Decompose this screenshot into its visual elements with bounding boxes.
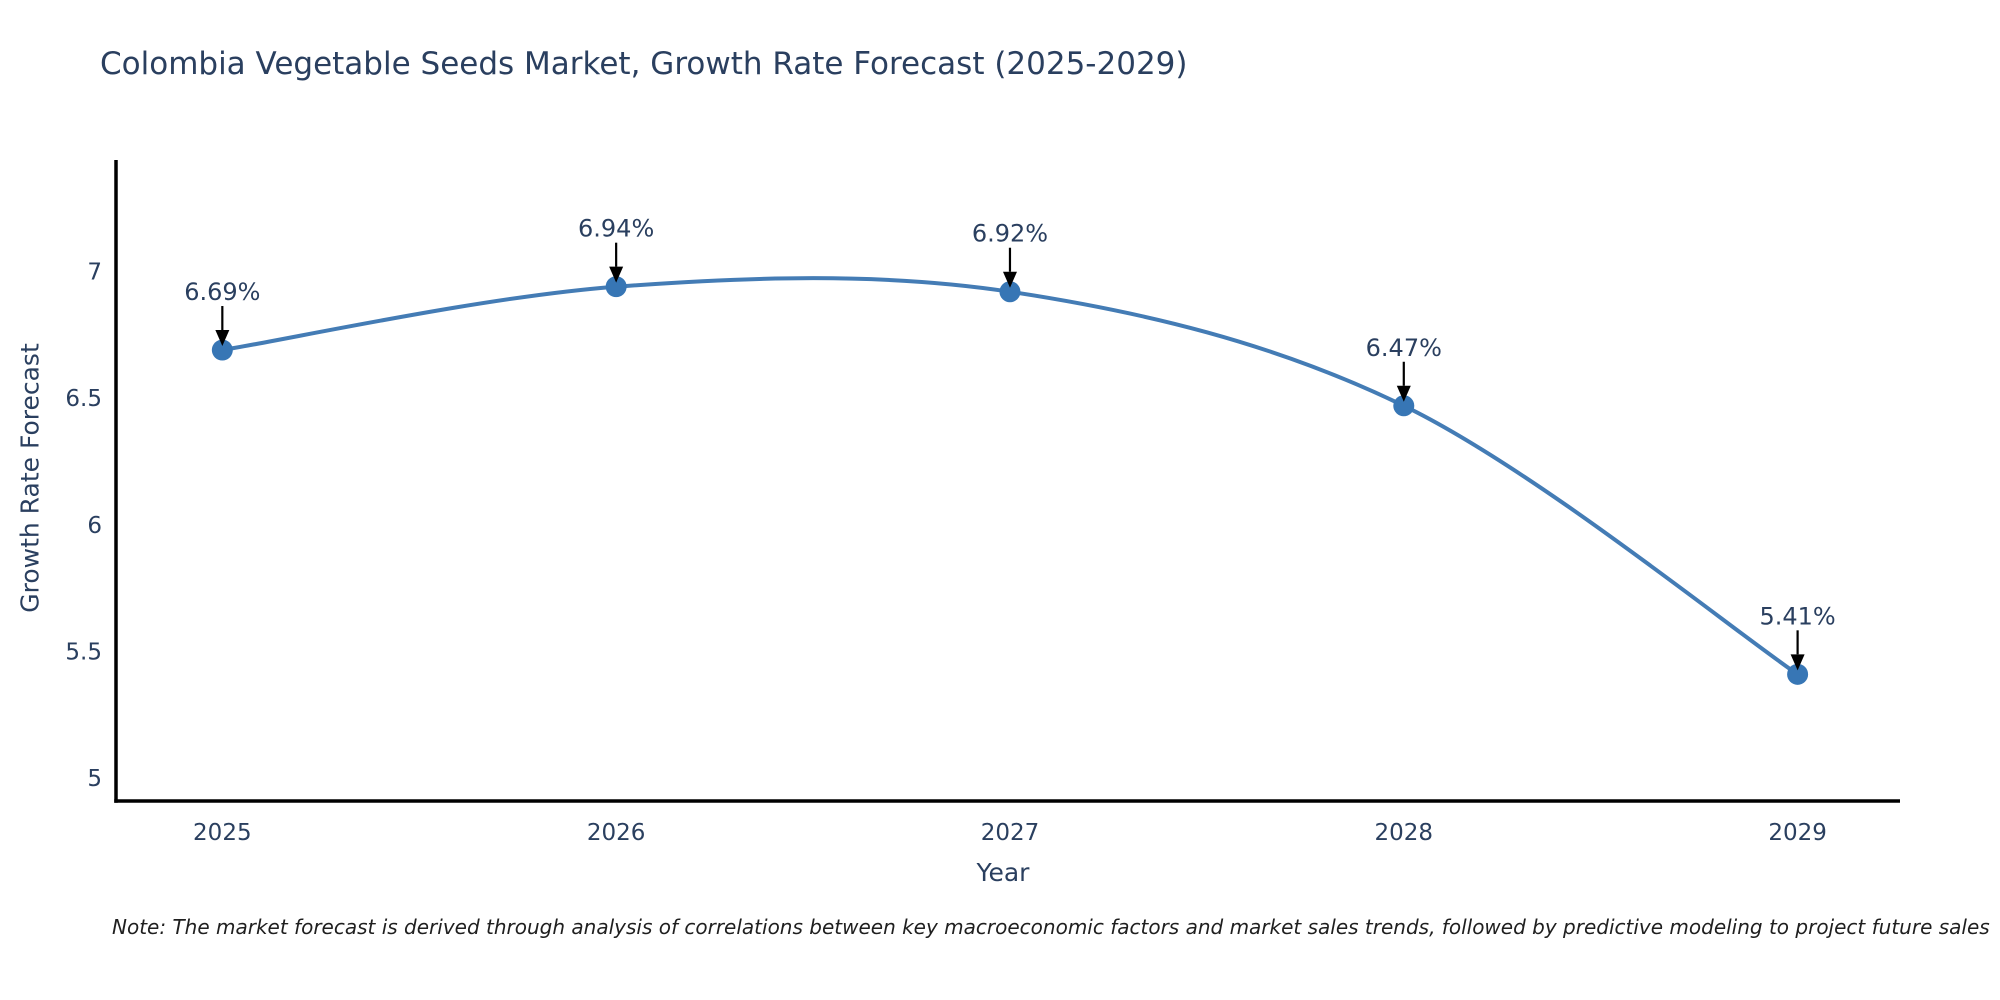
y-tick-label: 6	[87, 513, 102, 539]
x-axis-title: Year	[976, 858, 1030, 887]
data-point-marker	[211, 339, 233, 361]
data-point-label: 6.47%	[1366, 334, 1442, 362]
x-tick-label: 2028	[1375, 820, 1434, 846]
x-tick-label: 2026	[587, 820, 646, 846]
y-axis-title: Growth Rate Forecast	[15, 343, 45, 613]
annotation-arrowhead-icon	[1002, 271, 1017, 288]
data-point-marker	[1393, 395, 1415, 417]
x-tick-label: 2029	[1768, 820, 1827, 846]
x-tick-label: 2027	[981, 820, 1040, 846]
y-tick-label: 6.5	[65, 386, 102, 412]
y-tick-label: 5.5	[65, 640, 102, 666]
trend-line	[220, 276, 1800, 677]
chart-title: Colombia Vegetable Seeds Market, Growth …	[100, 46, 1188, 82]
data-point-label: 6.69%	[184, 278, 260, 306]
data-point-marker	[605, 276, 627, 298]
annotation-arrowhead-icon	[609, 266, 624, 283]
y-tick-label: 7	[87, 259, 102, 285]
annotation-arrowhead-icon	[215, 330, 230, 347]
y-tick-label: 5	[87, 766, 102, 792]
data-point-marker	[999, 281, 1021, 303]
data-point-label: 6.92%	[972, 220, 1048, 248]
footnote: Note: The market forecast is derived thr…	[112, 915, 1990, 939]
data-point-label: 6.94%	[578, 215, 654, 243]
x-tick-label: 2025	[193, 820, 252, 846]
annotation-arrowhead-icon	[1790, 654, 1805, 671]
data-point-label: 5.41%	[1759, 602, 1835, 630]
data-point-marker	[1787, 663, 1809, 685]
annotation-arrowhead-icon	[1396, 385, 1411, 402]
